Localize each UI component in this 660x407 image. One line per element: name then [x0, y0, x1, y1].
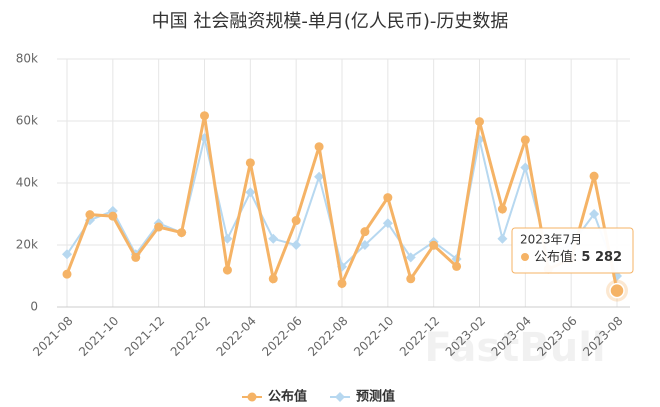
- point: [268, 274, 278, 284]
- legend-label: 公布值: [268, 389, 307, 405]
- point: [314, 142, 324, 152]
- tooltip-box: [511, 227, 634, 274]
- tooltip-dot: [521, 253, 529, 261]
- point: [497, 204, 507, 214]
- point: [452, 261, 462, 271]
- tooltip-row: 公布值: 5 282: [534, 249, 622, 265]
- y-tick-label: 20k: [16, 238, 38, 252]
- watermark: FastBull: [424, 325, 605, 371]
- point: [497, 233, 508, 244]
- point: [131, 252, 141, 262]
- point: [222, 233, 233, 244]
- point: [382, 218, 393, 229]
- point: [475, 117, 484, 127]
- point: [291, 216, 301, 226]
- point: [383, 193, 393, 203]
- legend-label: 预测值: [356, 389, 395, 405]
- point: [520, 135, 530, 145]
- point: [360, 227, 370, 237]
- point: [589, 171, 599, 181]
- point: [359, 240, 370, 250]
- point: [200, 111, 209, 121]
- point: [108, 211, 118, 221]
- point: [520, 162, 531, 173]
- highlight-point: [609, 282, 625, 299]
- chart-title: 中国 社会融资规模-单月(亿人民币)-历史数据: [152, 11, 509, 32]
- point: [268, 233, 279, 244]
- point: [291, 240, 302, 250]
- point: [85, 210, 95, 220]
- point: [405, 252, 416, 263]
- point: [314, 171, 325, 182]
- point: [429, 240, 439, 250]
- y-tick-label: 0: [30, 300, 38, 314]
- tooltip-value: 5 282: [581, 250, 622, 265]
- point: [337, 278, 347, 288]
- tooltip-title: 2023年7月: [520, 233, 582, 247]
- point: [589, 209, 600, 219]
- point: [62, 249, 72, 260]
- point: [177, 228, 187, 238]
- y-tick-label: 60k: [16, 114, 38, 128]
- legend-marker: [247, 392, 257, 402]
- legend-marker: [335, 392, 345, 402]
- y-tick-label: 80k: [16, 52, 38, 66]
- point: [245, 158, 255, 168]
- point: [222, 265, 232, 275]
- point: [245, 187, 256, 198]
- tooltip-label: 公布值:: [534, 249, 577, 265]
- point: [62, 269, 72, 279]
- point: [154, 222, 164, 232]
- y-tick-label: 40k: [16, 176, 38, 190]
- point: [406, 274, 416, 284]
